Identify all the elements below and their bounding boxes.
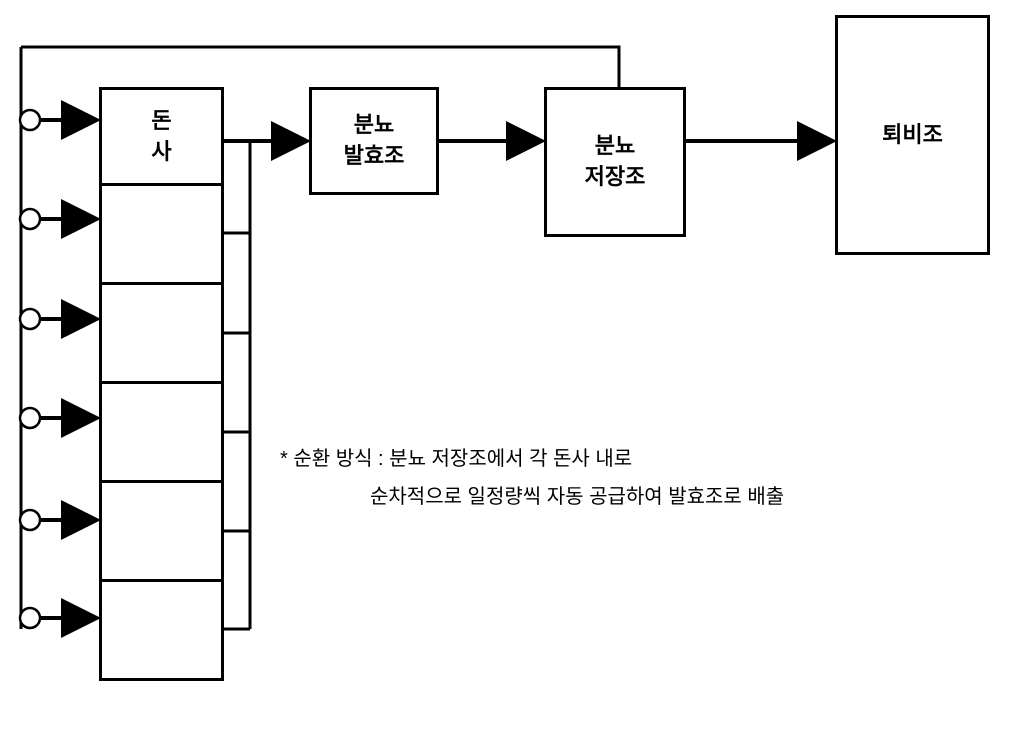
node-storage-label: 분뇨저장조 — [585, 131, 646, 193]
input-port-icon — [20, 608, 40, 628]
node-pig-house-cell — [99, 186, 224, 285]
edge-storage-to-feedback-bus — [21, 47, 619, 87]
input-port-icon — [20, 110, 40, 130]
node-pig-house-cell — [99, 483, 224, 582]
input-port-icon — [20, 510, 40, 530]
node-storage: 분뇨저장조 — [544, 87, 686, 237]
input-port-icon — [20, 209, 40, 229]
node-pig-house-label: 돈사 — [151, 106, 171, 168]
node-fermenter-label: 분뇨발효조 — [344, 110, 405, 172]
node-fermenter: 분뇨발효조 — [309, 87, 439, 195]
input-port-icon — [20, 309, 40, 329]
node-pig-house-cell — [99, 582, 224, 681]
node-compost-label: 퇴비조 — [882, 120, 943, 151]
node-pig-house-top: 돈사 — [99, 87, 224, 186]
input-port-icon — [20, 408, 40, 428]
note-line-1: * 순환 방식 : 분뇨 저장조에서 각 돈사 내로 — [280, 440, 784, 478]
note-text: * 순환 방식 : 분뇨 저장조에서 각 돈사 내로 순차적으로 일정량씩 자동… — [280, 440, 784, 516]
node-compost: 퇴비조 — [835, 15, 990, 255]
node-pig-house-cell — [99, 285, 224, 384]
node-pig-house-cell — [99, 384, 224, 483]
process-flowchart: 돈사 분뇨발효조 분뇨저장조 퇴비조 * 순환 방식 : 분뇨 저장조에서 각 … — [0, 0, 1010, 737]
note-line-2: 순차적으로 일정량씩 자동 공급하여 발효조로 배출 — [280, 478, 784, 516]
